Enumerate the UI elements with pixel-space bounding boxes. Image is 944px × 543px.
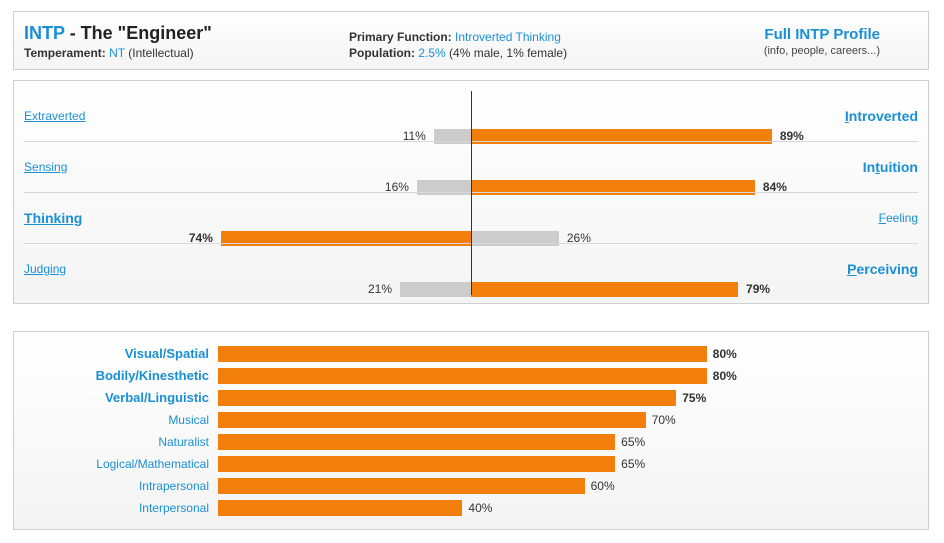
intelligence-row: Musical 70% (14, 409, 928, 431)
pct-thinking: 74% (188, 231, 213, 245)
trait-label-initial: S (24, 160, 33, 174)
pct-intrapersonal: 60% (590, 479, 615, 493)
bar-intrapersonal (218, 478, 585, 494)
population-label: Population: (349, 46, 415, 60)
trait-label-rest: hinking (32, 210, 83, 226)
temperament-line: Temperament: NT (Intellectual) (24, 46, 194, 60)
bar-musical (218, 412, 646, 428)
pct-musical: 70% (651, 413, 676, 427)
intelligence-row: Naturalist 65% (14, 431, 928, 453)
full-profile-link[interactable]: Full INTP Profile (764, 26, 880, 43)
pct-perceiving: 79% (746, 282, 771, 296)
pct-judging: 21% (368, 282, 393, 296)
bar-feeling (471, 231, 559, 246)
intelligence-label-bodily-kinesthetic[interactable]: Bodily/Kinesthetic (95, 368, 209, 383)
type-code: INTP (24, 23, 65, 43)
population-line: Population: 2.5% (4% male, 1% female) (349, 46, 567, 60)
temperament-label: Temperament: (24, 46, 106, 60)
pct-extraverted: 11% (402, 129, 426, 143)
type-header-panel: INTP - The "Engineer" Temperament: NT (I… (13, 11, 929, 70)
population-note: (4% male, 1% female) (449, 46, 568, 60)
intelligences-chart: Visual/Spatial 80% Bodily/Kinesthetic 80% Ve… (13, 331, 929, 530)
bar-thinking (220, 231, 471, 246)
pct-feeling: 26% (566, 231, 591, 245)
dichotomy-row: Judging Perceiving 21% 79% (14, 244, 928, 297)
trait-label-initial: In (862, 159, 876, 175)
pct-logical-mathematical: 65% (621, 457, 646, 471)
trait-label-rest: ntroverted (848, 108, 918, 124)
pct-visual-spatial: 80% (712, 347, 737, 361)
pct-interpersonal: 40% (468, 501, 493, 515)
full-profile-subtitle: (info, people, careers...) (763, 45, 880, 57)
trait-label-initial: E (24, 109, 33, 123)
bar-visual-spatial (218, 346, 707, 362)
trait-label-rest: uition (879, 159, 918, 175)
pct-naturalist: 65% (621, 435, 646, 449)
trait-label-initial: I (844, 108, 849, 124)
bar-intuition (471, 180, 755, 195)
trait-label-rest: udging (30, 262, 67, 276)
intelligence-row: Bodily/Kinesthetic 80% (14, 365, 928, 387)
intelligence-label-logical-mathematical[interactable]: Logical/Mathematical (96, 457, 209, 471)
intelligence-row: Logical/Mathematical 65% (14, 453, 928, 475)
trait-link-extraverted[interactable]: Extraverted (24, 109, 85, 123)
trait-label-rest: eeling (885, 211, 918, 225)
type-name: - The "Engineer" (64, 23, 212, 43)
trait-link-judging[interactable]: Judging (24, 262, 66, 276)
bar-introverted (471, 129, 772, 144)
trait-link-intuition[interactable]: Intuition (863, 159, 918, 175)
intelligence-label-verbal-linguistic[interactable]: Verbal/Linguistic (104, 390, 209, 405)
bar-judging (400, 282, 471, 297)
pct-intuition: 84% (762, 180, 787, 194)
trait-label-initial: F (878, 211, 886, 225)
dichotomy-chart: Extraverted Introverted 11% 89% Sensing Intui… (13, 80, 929, 304)
trait-label-initial: J (24, 262, 30, 276)
intelligence-row: Verbal/Linguistic 75% (14, 387, 928, 409)
population-value: 2.5% (418, 46, 446, 60)
bar-logical-mathematical (218, 456, 616, 472)
bar-interpersonal (218, 500, 463, 516)
intelligence-row: Interpersonal 40% (14, 497, 928, 519)
bar-perceiving (471, 282, 739, 297)
bar-verbal-linguistic (218, 390, 677, 406)
primary-function-value[interactable]: Introverted Thinking (455, 30, 561, 44)
type-title: INTP - The "Engineer" (24, 23, 212, 44)
trait-label-underlined: t (875, 159, 880, 175)
trait-link-sensing[interactable]: Sensing (24, 160, 67, 174)
trait-link-perceiving[interactable]: Perceiving (847, 261, 918, 277)
trait-link-feeling[interactable]: Feeling (879, 211, 918, 225)
center-axis-line (471, 91, 472, 295)
bar-extraverted (433, 129, 471, 144)
trait-link-introverted[interactable]: Introverted (845, 108, 918, 124)
trait-label-initial: T (24, 210, 33, 226)
trait-link-thinking[interactable]: Thinking (24, 210, 82, 226)
pct-introverted: 89% (779, 129, 804, 143)
bar-sensing (416, 180, 471, 195)
temperament-value[interactable]: NT (109, 46, 125, 60)
trait-label-initial: P (847, 261, 857, 277)
intelligence-label-musical[interactable]: Musical (168, 413, 209, 427)
intelligence-label-naturalist[interactable]: Naturalist (158, 435, 209, 449)
intelligence-row: Visual/Spatial 80% (14, 343, 928, 365)
intelligence-row: Intrapersonal 60% (14, 475, 928, 497)
trait-label-rest: ensing (32, 160, 68, 174)
pct-sensing: 16% (384, 180, 409, 194)
temperament-note: (Intellectual) (128, 46, 194, 60)
trait-label-rest: erceiving (856, 261, 918, 277)
intelligence-label-visual-spatial[interactable]: Visual/Spatial (124, 346, 209, 361)
pct-verbal-linguistic: 75% (682, 391, 707, 405)
bar-bodily-kinesthetic (218, 368, 707, 384)
pct-bodily-kinesthetic: 80% (712, 369, 737, 383)
intelligence-label-interpersonal[interactable]: Interpersonal (138, 501, 209, 515)
primary-function-label: Primary Function: (349, 30, 452, 44)
trait-label-rest: xtraverted (32, 109, 86, 123)
intelligence-label-intrapersonal[interactable]: Intrapersonal (138, 479, 209, 493)
bar-naturalist (218, 434, 616, 450)
primary-function-line: Primary Function: Introverted Thinking (349, 30, 561, 44)
